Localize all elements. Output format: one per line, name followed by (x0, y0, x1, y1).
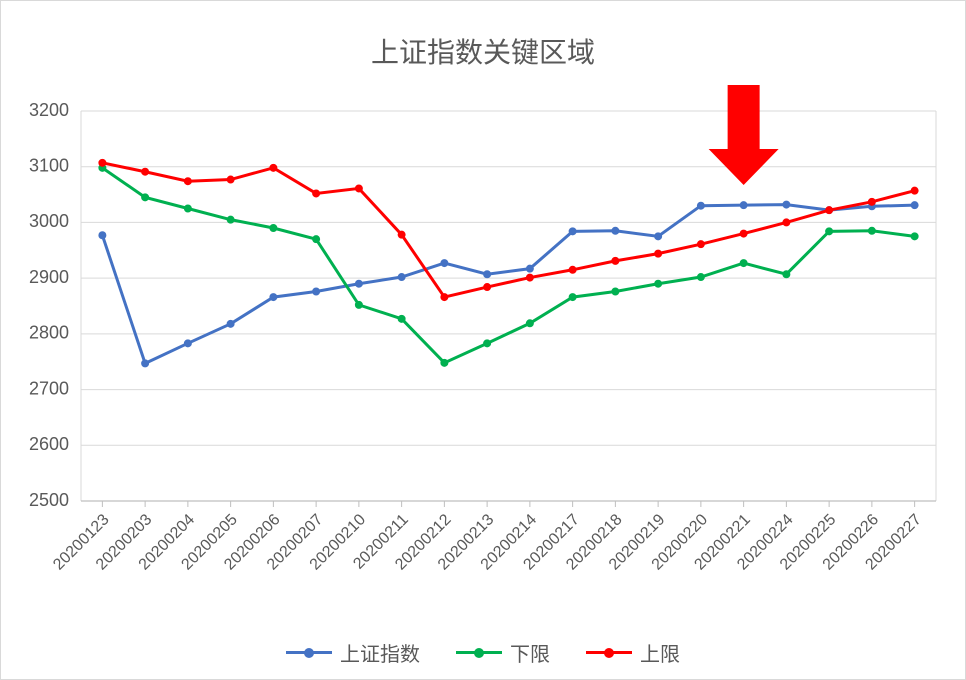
legend-label: 下限 (510, 638, 550, 667)
series-marker (612, 288, 619, 295)
series-marker (398, 231, 405, 238)
series-marker (270, 225, 277, 232)
series-marker (526, 320, 533, 327)
series-marker (911, 202, 918, 209)
series-marker (441, 260, 448, 267)
svg-text:3000: 3000 (29, 211, 69, 231)
series-marker (227, 176, 234, 183)
svg-text:2600: 2600 (29, 434, 69, 454)
series-marker (783, 271, 790, 278)
series-marker (184, 340, 191, 347)
series-marker (697, 241, 704, 248)
series-marker (655, 233, 662, 240)
series-marker (184, 178, 191, 185)
svg-text:2500: 2500 (29, 490, 69, 510)
series-marker (868, 227, 875, 234)
series-marker (227, 320, 234, 327)
legend-item: 上限 (586, 638, 680, 667)
series-marker (355, 185, 362, 192)
series-marker (313, 190, 320, 197)
legend-line-icon (286, 651, 332, 654)
series-marker (569, 266, 576, 273)
svg-text:3200: 3200 (29, 100, 69, 120)
series-marker (526, 265, 533, 272)
series-marker (484, 284, 491, 291)
legend-marker-icon (474, 648, 484, 658)
series-marker (441, 294, 448, 301)
series-marker (911, 233, 918, 240)
series-marker (740, 260, 747, 267)
series-marker (142, 168, 149, 175)
series-marker (740, 202, 747, 209)
series-marker (484, 271, 491, 278)
svg-text:2700: 2700 (29, 378, 69, 398)
series-marker (227, 216, 234, 223)
series-marker (398, 315, 405, 322)
series-marker (441, 359, 448, 366)
series-marker (184, 205, 191, 212)
legend-label: 上证指数 (340, 638, 420, 667)
chart-container: 上证指数关键区域 2500260027002800290030003100320… (0, 0, 966, 680)
legend-label: 上限 (640, 638, 680, 667)
series-marker (142, 360, 149, 367)
series-marker (612, 227, 619, 234)
series-marker (569, 294, 576, 301)
annotation-arrow-icon (709, 85, 779, 185)
series-marker (783, 201, 790, 208)
legend-item: 上证指数 (286, 638, 420, 667)
series-marker (355, 280, 362, 287)
legend-marker-icon (304, 648, 314, 658)
series-marker (270, 164, 277, 171)
series-marker (569, 228, 576, 235)
series-marker (398, 274, 405, 281)
svg-text:2800: 2800 (29, 323, 69, 343)
series-marker (826, 228, 833, 235)
series-marker (655, 280, 662, 287)
series-marker (740, 230, 747, 237)
series-marker (313, 288, 320, 295)
series-marker (697, 274, 704, 281)
series-marker (868, 198, 875, 205)
series-marker (911, 187, 918, 194)
svg-text:2900: 2900 (29, 267, 69, 287)
series-marker (99, 232, 106, 239)
series-marker (355, 301, 362, 308)
legend-line-icon (586, 651, 632, 654)
series-marker (270, 294, 277, 301)
chart-legend: 上证指数 下限 上限 (1, 637, 965, 667)
series-marker (655, 250, 662, 257)
series-marker (484, 340, 491, 347)
svg-text:3100: 3100 (29, 155, 69, 175)
legend-line-icon (456, 651, 502, 654)
series-marker (99, 159, 106, 166)
legend-item: 下限 (456, 638, 550, 667)
series-line (102, 163, 914, 297)
series-marker (526, 274, 533, 281)
series-line (102, 205, 914, 364)
series-marker (142, 194, 149, 201)
series-marker (783, 219, 790, 226)
series-marker (697, 202, 704, 209)
series-marker (313, 236, 320, 243)
chart-plot: 2500260027002800290030003100320020200123… (1, 1, 966, 680)
legend-marker-icon (604, 648, 614, 658)
series-marker (826, 207, 833, 214)
series-marker (612, 257, 619, 264)
